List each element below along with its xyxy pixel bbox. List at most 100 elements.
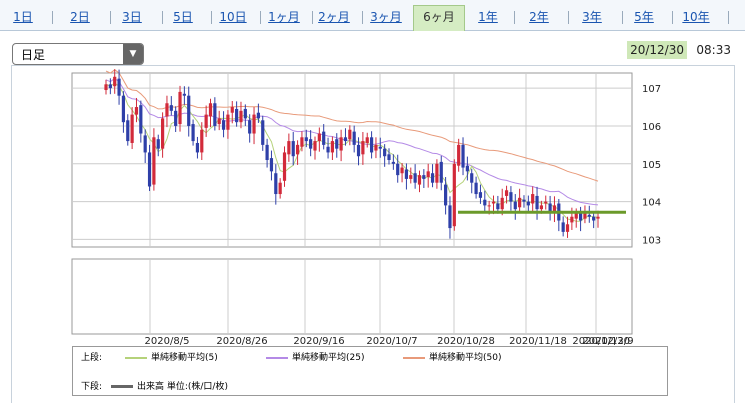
- candle-body: [387, 154, 391, 160]
- candle-body: [169, 105, 173, 111]
- candle-body: [470, 173, 474, 183]
- x-tick-label: 2020/8/26: [216, 336, 267, 347]
- candle-body: [287, 141, 291, 155]
- legend-sma50-label: 単純移動平均(50): [429, 353, 502, 363]
- tab-10d[interactable]: 10日: [219, 10, 247, 24]
- tab-2d[interactable]: 2日: [70, 10, 90, 24]
- tab-1d[interactable]: 1日: [13, 10, 33, 24]
- candle-body: [457, 144, 461, 166]
- candle-body: [282, 152, 287, 181]
- volume-plot-frame: [71, 258, 633, 335]
- tab-separator: [110, 11, 111, 24]
- candle-body: [291, 141, 295, 157]
- period-tabs: 1日 2日 3日 5日 10日 1ヶ月 2ヶ月 3ヶ月 6ヶ月 1年 2年 3年…: [0, 0, 745, 31]
- tab-1y[interactable]: 1年: [478, 10, 498, 24]
- candle-period-select[interactable]: 日足 ▼: [12, 43, 144, 65]
- tab-separator: [312, 11, 313, 24]
- candle-body: [561, 222, 565, 232]
- candle-body: [565, 224, 570, 232]
- tab-2m[interactable]: 2ヶ月: [318, 10, 350, 24]
- candle-body: [483, 199, 487, 206]
- candle-body: [248, 120, 252, 134]
- candle-body: [413, 173, 417, 183]
- candle-body: [208, 103, 213, 117]
- candle-body: [430, 173, 435, 183]
- chart-legend: 上段: 単純移動平均(5) 単純移動平均(25) 単純移動平均(50) 下段: …: [72, 346, 668, 396]
- lower-legend-row: 下段: 出来高 単位:(株/口/枚): [81, 379, 481, 393]
- tab-5d[interactable]: 5日: [173, 10, 193, 24]
- candle-body: [509, 192, 513, 202]
- candle-body: [156, 139, 160, 149]
- candle-body: [243, 108, 247, 119]
- candle-body: [487, 205, 491, 207]
- sma5-line-swatch: [125, 356, 147, 359]
- tab-5y[interactable]: 5年: [634, 10, 654, 24]
- candle-body: [404, 169, 409, 179]
- candle-body: [256, 112, 260, 119]
- candle-body: [134, 107, 139, 115]
- candle-body: [117, 78, 121, 96]
- candle-body: [352, 131, 356, 145]
- candle-body: [204, 114, 208, 128]
- candle-body: [570, 216, 574, 223]
- tab-3y[interactable]: 3年: [582, 10, 602, 24]
- tab-3d[interactable]: 3日: [122, 10, 142, 24]
- candle-body: [309, 139, 313, 149]
- candle-body: [417, 175, 422, 185]
- x-tick-label: 2020/9/16: [293, 336, 344, 347]
- y-tick-label: 103: [642, 235, 661, 246]
- candle-body: [230, 107, 234, 113]
- chevron-down-icon[interactable]: ▼: [123, 44, 143, 64]
- candle-body: [391, 161, 395, 164]
- candle-body: [422, 175, 426, 179]
- x-tick-label: 2020/10/7: [366, 336, 417, 347]
- tab-separator: [568, 11, 569, 24]
- x-tick-label: 2020/8/5: [145, 336, 190, 347]
- candle-body: [313, 141, 317, 151]
- candle-body: [161, 118, 165, 149]
- candle-body: [104, 84, 108, 91]
- y-tick-label: 104: [642, 198, 661, 209]
- candle-body: [226, 114, 230, 130]
- candle-body: [335, 139, 339, 149]
- candle-body: [252, 114, 256, 134]
- candle-body: [439, 161, 443, 183]
- candle-body: [221, 120, 226, 130]
- legend-sma5: 単純移動平均(5): [125, 350, 218, 363]
- candle-body: [526, 201, 530, 206]
- legend-volume-label: 出来高 単位:(株/口/枚): [137, 382, 228, 392]
- lower-legend-label: 下段:: [81, 382, 103, 392]
- candle-body: [383, 148, 387, 157]
- candle-body: [187, 95, 191, 126]
- candle-body: [478, 192, 483, 198]
- candle-body: [191, 124, 195, 142]
- candle-body: [113, 76, 117, 87]
- candle-body: [378, 146, 382, 149]
- candle-body: [396, 163, 400, 176]
- candle-body: [365, 137, 369, 143]
- x-tick-label: 2020/12/30: [572, 336, 630, 347]
- tab-2y[interactable]: 2年: [529, 10, 549, 24]
- legend-sma25-label: 単純移動平均(25): [292, 353, 365, 363]
- tab-separator: [672, 11, 673, 24]
- candle-body: [239, 110, 243, 123]
- candle-body: [274, 173, 278, 195]
- candle-body: [304, 137, 308, 142]
- candle-body: [361, 141, 365, 155]
- tab-10y[interactable]: 10年: [682, 10, 710, 24]
- candle-body: [448, 205, 452, 229]
- candle-body: [500, 197, 504, 210]
- tab-1m[interactable]: 1ヶ月: [268, 10, 300, 24]
- candle-period-value: 日足: [21, 48, 46, 62]
- last-update-time: 08:33: [696, 43, 731, 57]
- tab-separator: [52, 11, 53, 24]
- candle-body: [491, 201, 496, 204]
- candle-body: [339, 137, 343, 151]
- y-tick-label: 105: [642, 160, 661, 171]
- tab-3m[interactable]: 3ヶ月: [370, 10, 402, 24]
- candle-body: [217, 118, 221, 125]
- tab-6m[interactable]: 6ヶ月: [413, 5, 465, 31]
- upper-legend-row: 上段: 単純移動平均(5) 単純移動平均(25) 単純移動平均(50): [81, 350, 661, 364]
